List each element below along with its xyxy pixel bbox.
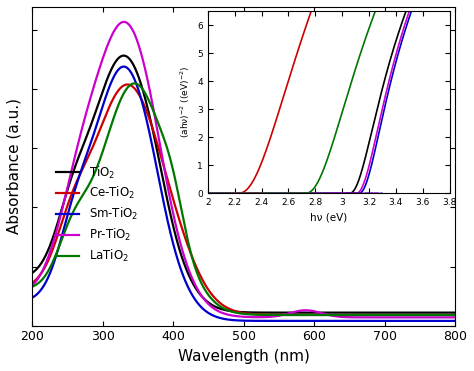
Y-axis label: Absorbance (a.u.): Absorbance (a.u.) [7,98,22,234]
Legend: TiO$_2$, Ce-TiO$_2$, Sm-TiO$_2$, Pr-TiO$_2$, LaTiO$_2$: TiO$_2$, Ce-TiO$_2$, Sm-TiO$_2$, Pr-TiO$… [51,160,143,269]
X-axis label: Wavelength (nm): Wavelength (nm) [178,349,310,364]
